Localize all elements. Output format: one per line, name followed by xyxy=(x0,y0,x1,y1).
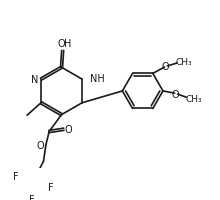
Text: F: F xyxy=(13,171,18,181)
Text: H: H xyxy=(64,39,71,49)
Text: O: O xyxy=(36,141,44,151)
Text: F: F xyxy=(29,194,34,200)
Text: NH: NH xyxy=(90,74,105,84)
Text: F: F xyxy=(48,182,53,192)
Text: O: O xyxy=(65,125,73,135)
Text: CH₃: CH₃ xyxy=(185,94,202,103)
Text: CH₃: CH₃ xyxy=(176,58,192,67)
Text: O: O xyxy=(57,39,65,49)
Text: O: O xyxy=(162,62,169,72)
Text: N: N xyxy=(31,75,38,85)
Text: O: O xyxy=(172,90,180,100)
